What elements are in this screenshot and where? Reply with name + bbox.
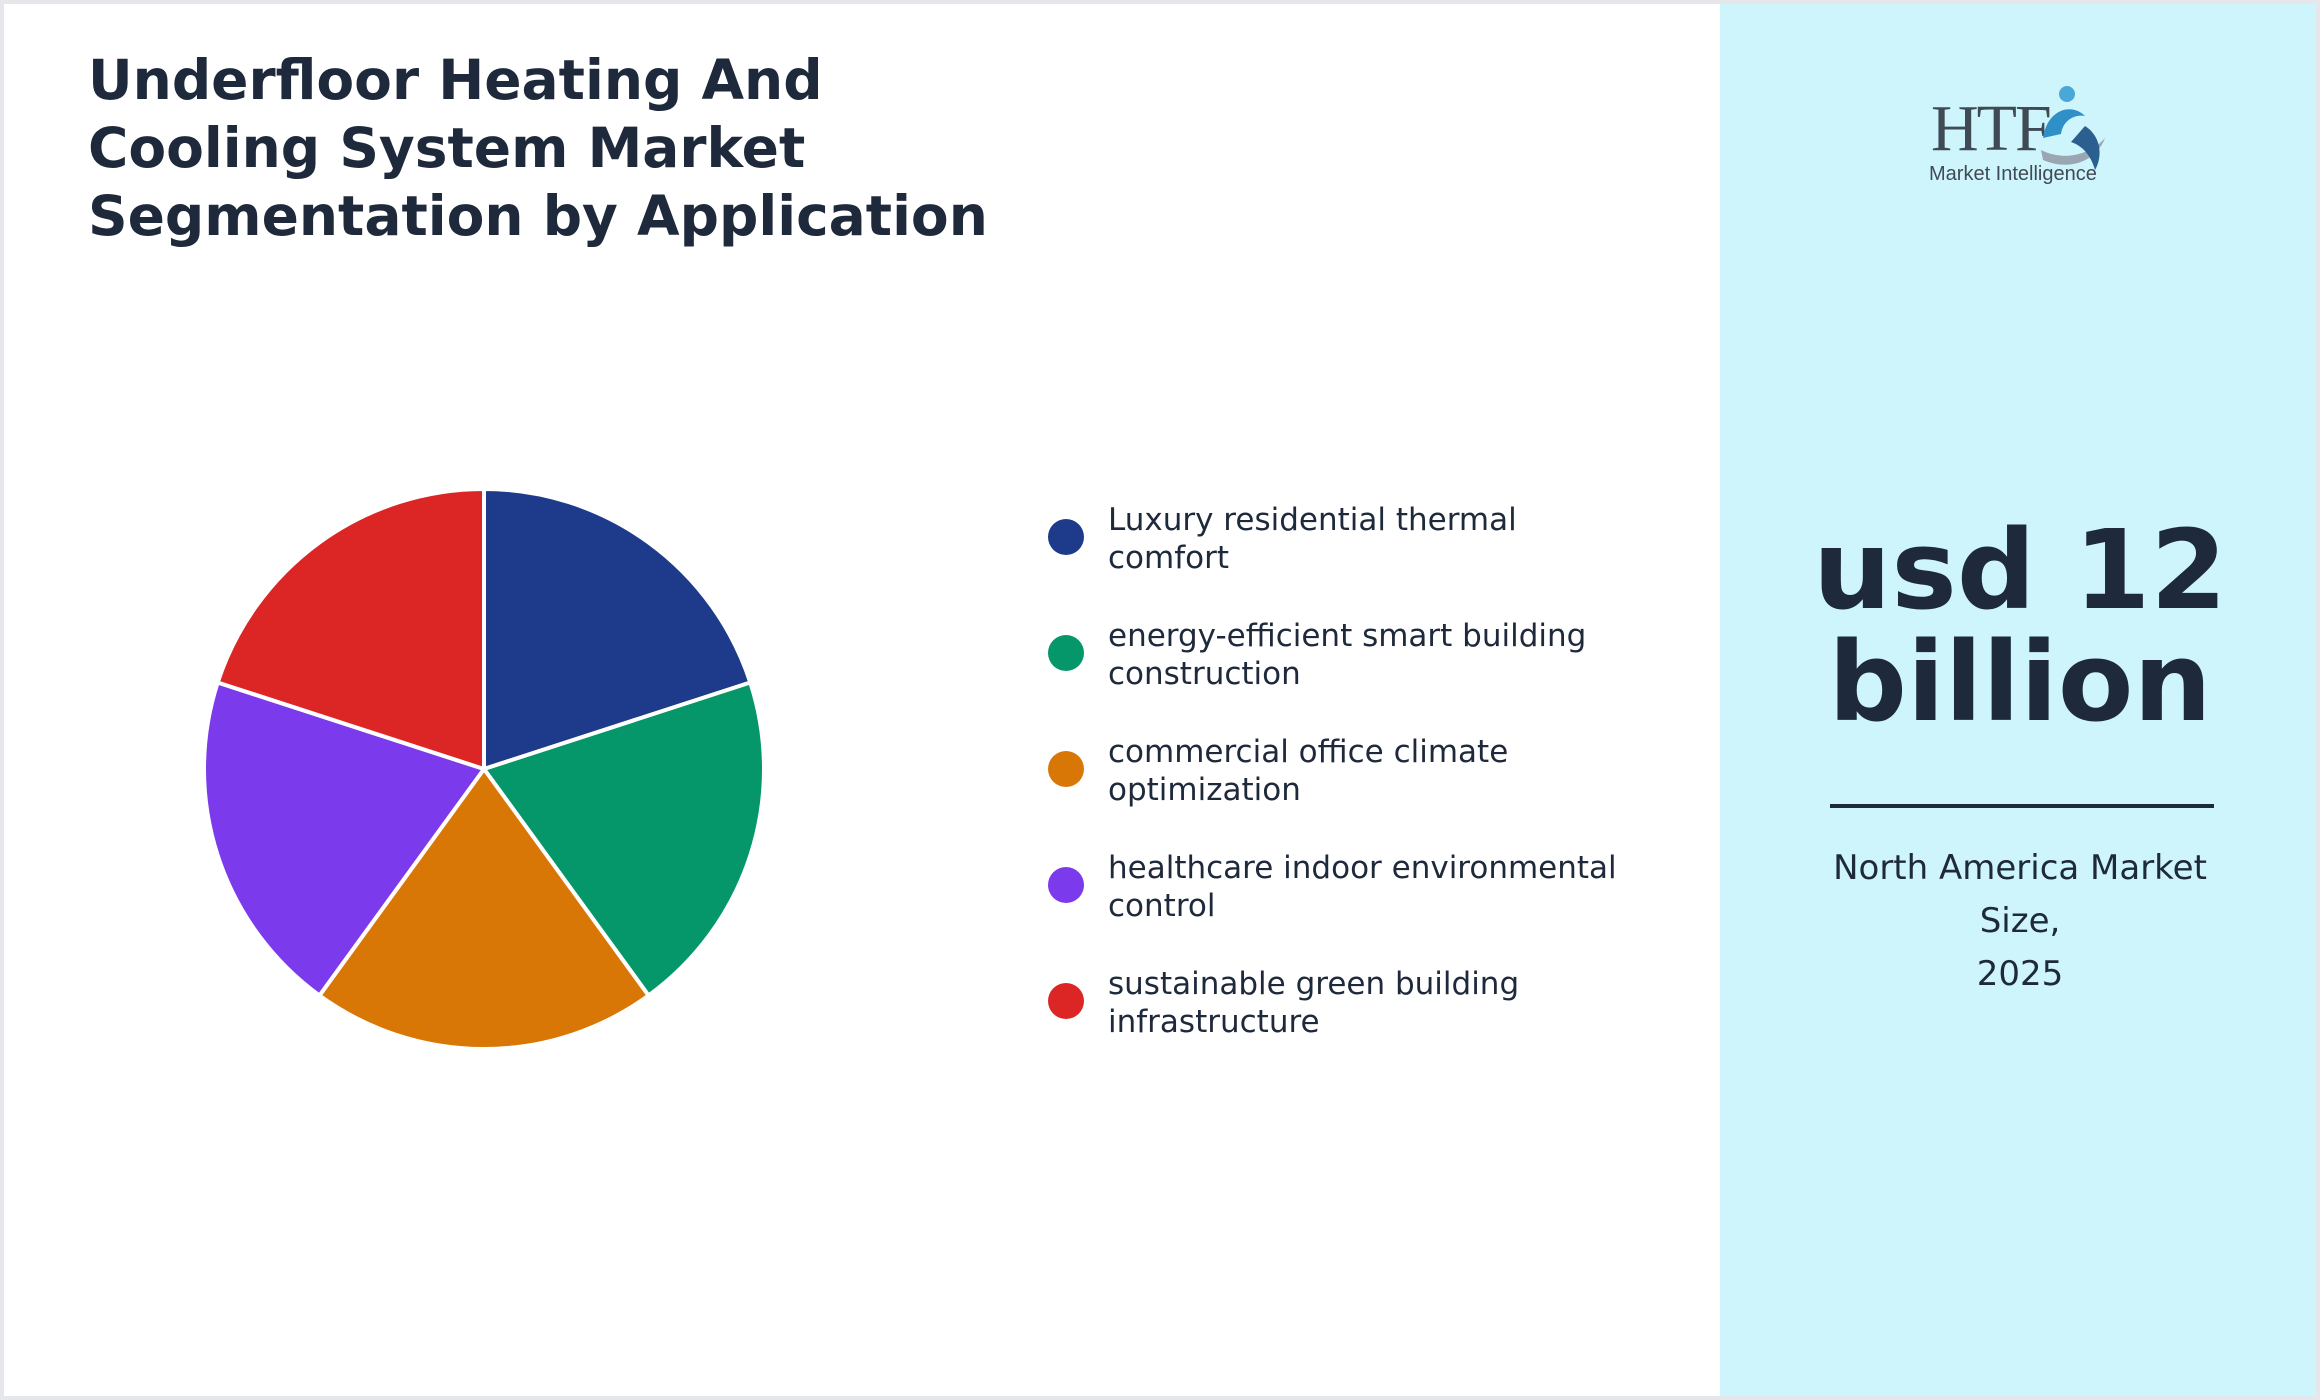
logo-swirl-navy [2071, 126, 2100, 170]
legend-label-line: sustainable green building [1108, 966, 1520, 1002]
htf-swirl-logo-icon: HTF Market Intelligence [1929, 86, 2105, 185]
legend-label-line: commercial office climate [1108, 734, 1509, 770]
market-size-value-line: usd 12 [1813, 506, 2227, 634]
pie-slice [202, 680, 486, 998]
pie-slice [215, 487, 486, 771]
pie-chart [202, 487, 766, 1051]
legend-item: sustainable green building infrastructur… [1044, 965, 1704, 1081]
legend-color-dot [1048, 635, 1084, 671]
legend-label-line: energy-efficient smart building [1108, 618, 1587, 654]
chart-title: Underfloor Heating And Cooling System Ma… [88, 46, 1088, 250]
legend-item: energy-efficient smart building construc… [1044, 617, 1704, 733]
legend-label-line: optimization [1108, 772, 1301, 808]
legend-label: commercial office climate optimization [1108, 733, 1708, 809]
chart-title-line: Segmentation by Application [88, 184, 988, 248]
legend-label-line: construction [1108, 656, 1301, 692]
caption-line: 2025 [1976, 954, 2064, 994]
market-size-panel: HTF Market Intelligence usd 12 billion N… [1720, 4, 2316, 1396]
main-panel: Underfloor Heating And Cooling System Ma… [4, 4, 1720, 1396]
chart-title-line: Underfloor Heating And [88, 48, 823, 112]
logo-subtext: Market Intelligence [1929, 163, 2097, 185]
chart-title-line: Cooling System Market [88, 116, 806, 180]
pie-slice [482, 680, 766, 998]
legend-color-dot [1048, 519, 1084, 555]
caption-line: Size, [1979, 901, 2061, 941]
legend-label-line: Luxury residential thermal [1108, 502, 1517, 538]
legend-label: energy-efficient smart building construc… [1108, 617, 1708, 693]
chart-legend: Luxury residential thermal comfort energ… [1044, 501, 1704, 1081]
legend-label: healthcare indoor environmental control [1108, 849, 1708, 925]
logo-swirl-dot [2059, 86, 2075, 102]
legend-label-line: healthcare indoor environmental [1108, 850, 1617, 886]
legend-color-dot [1048, 983, 1084, 1019]
market-size-caption: North America Market Size, 2025 [1760, 842, 2280, 1001]
legend-label-line: control [1108, 888, 1216, 924]
legend-color-dot [1048, 751, 1084, 787]
legend-item: commercial office climate optimization [1044, 733, 1704, 849]
logo-swirl-blue [2043, 109, 2085, 138]
legend-label: sustainable green building infrastructur… [1108, 965, 1708, 1041]
legend-item: healthcare indoor environmental control [1044, 849, 1704, 965]
legend-label-line: infrastructure [1108, 1004, 1320, 1040]
legend-item: Luxury residential thermal comfort [1044, 501, 1704, 617]
legend-label-line: comfort [1108, 540, 1229, 576]
market-size-value-line: billion [1828, 618, 2212, 746]
divider [1830, 804, 2214, 808]
logo-text: HTF [1931, 92, 2050, 165]
pie-slice [482, 487, 753, 771]
caption-line: North America Market [1833, 848, 2207, 888]
market-size-value: usd 12 billion [1720, 506, 2316, 746]
legend-label: Luxury residential thermal comfort [1108, 501, 1708, 577]
pie-slice [317, 767, 651, 1051]
logo-swirl-grey [2041, 138, 2105, 165]
legend-color-dot [1048, 867, 1084, 903]
